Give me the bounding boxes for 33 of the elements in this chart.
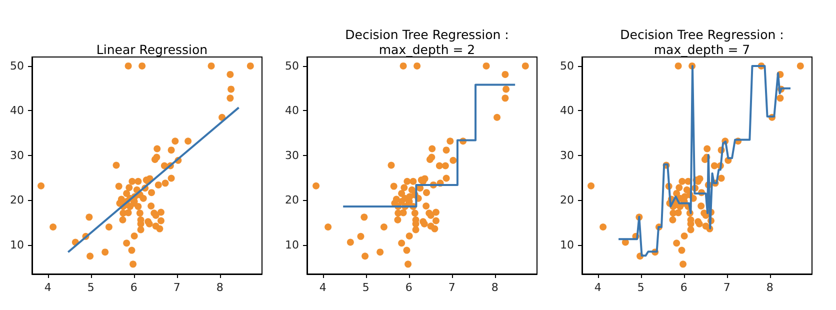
y-tick-label: 10 xyxy=(285,238,299,252)
x-tick-label: 5 xyxy=(637,281,644,294)
y-tick-label: 30 xyxy=(10,148,24,162)
x-tick-label: 7 xyxy=(723,281,730,294)
x-tick-label: 7 xyxy=(173,281,180,294)
x-tick-label: 4 xyxy=(594,281,602,294)
x-tick-label: 6 xyxy=(680,281,688,294)
x-tick-label: 4 xyxy=(44,281,52,294)
y-tick-label: 40 xyxy=(285,104,299,118)
y-tick-label: 40 xyxy=(10,104,24,118)
y-tick-label: 20 xyxy=(10,194,24,207)
y-tick-label: 20 xyxy=(285,194,299,207)
chart-title: Decision Tree Regression : max_depth = 7 xyxy=(620,27,784,57)
y-tick-label: 50 xyxy=(560,59,574,72)
x-tick-label: 4 xyxy=(319,281,326,294)
y-tick-label: 50 xyxy=(10,59,24,72)
chart-title: Decision Tree Regression : max_depth = 2 xyxy=(345,27,509,57)
x-tick-label: 5 xyxy=(362,281,370,294)
y-tick-label: 30 xyxy=(285,148,299,162)
y-tick-label: 20 xyxy=(560,194,574,207)
y-tick-label: 50 xyxy=(285,59,299,72)
x-tick-label: 6 xyxy=(405,281,412,294)
x-tick-label: 6 xyxy=(130,281,138,294)
y-tick-label: 10 xyxy=(560,238,574,252)
chart-title: Linear Regression xyxy=(96,42,208,57)
x-tick-label: 8 xyxy=(491,281,498,294)
y-tick-label: 30 xyxy=(560,148,574,162)
y-tick-label: 40 xyxy=(560,104,574,118)
x-tick-label: 7 xyxy=(448,281,456,294)
x-tick-label: 8 xyxy=(766,281,774,294)
y-tick-label: 10 xyxy=(10,238,24,252)
x-tick-label: 8 xyxy=(216,281,224,294)
x-tick-label: 5 xyxy=(87,281,94,294)
